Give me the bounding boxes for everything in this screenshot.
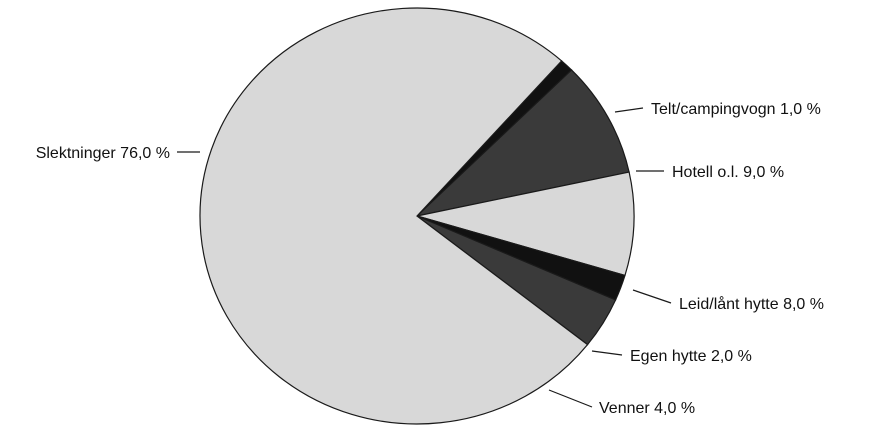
slice-labels: Telt/campingvogn 1,0 % Hotell o.l. 9,0 % L… bbox=[36, 101, 824, 417]
slice-label-venner: Venner 4,0 % bbox=[599, 400, 695, 417]
slice-label-leid-l-nt-hytte: Leid/lånt hytte 8,0 % bbox=[679, 295, 824, 313]
leader-line-leid-l-nt-hytte bbox=[632, 289, 672, 304]
slice-label-slektninger: Slektninger 76,0 % bbox=[36, 145, 170, 162]
pie-slices bbox=[199, 7, 635, 425]
leader-line-venner bbox=[548, 389, 593, 408]
leader-line-telt-campingvogn bbox=[614, 107, 644, 113]
pie-slice-slektninger bbox=[199, 7, 589, 425]
slice-label-egen-hytte: Egen hytte 2,0 % bbox=[630, 348, 752, 365]
leader-line-egen-hytte bbox=[591, 350, 623, 356]
slice-label-telt-campingvogn: Telt/campingvogn 1,0 % bbox=[651, 101, 821, 118]
slice-label-hotell-o-l: Hotell o.l. 9,0 % bbox=[672, 164, 784, 181]
leader-lines bbox=[177, 107, 672, 408]
pie-slice-hotell-o-l bbox=[415, 69, 630, 218]
pie-slice-leid-l-nt-hytte bbox=[416, 171, 635, 277]
